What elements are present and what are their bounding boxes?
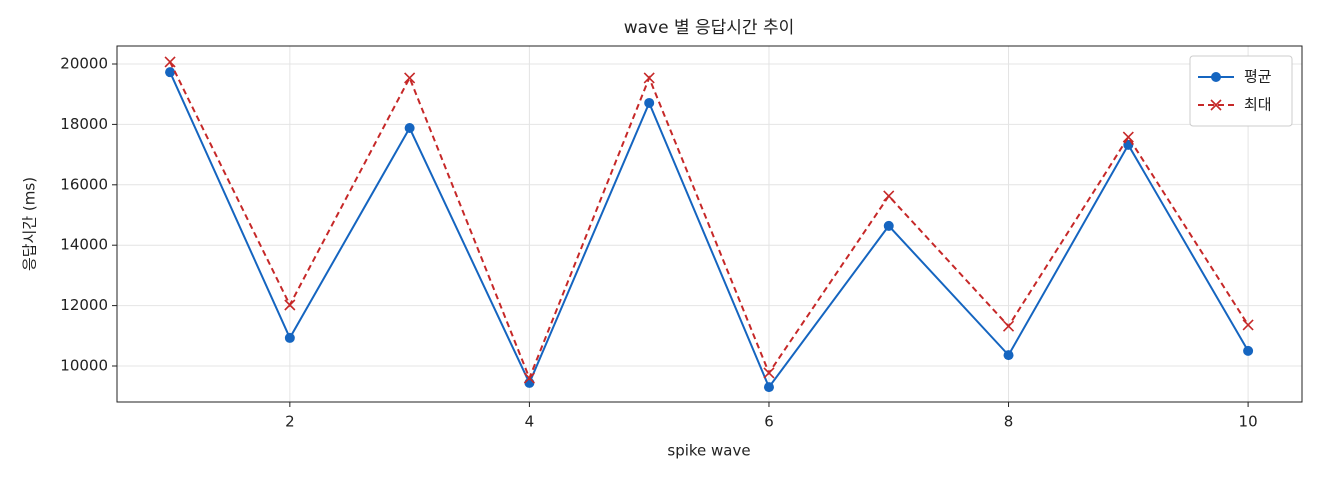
y-tick-label: 18000 — [60, 115, 108, 133]
y-tick-label: 20000 — [60, 54, 108, 72]
y-tick-label: 14000 — [60, 236, 108, 254]
legend-label: 최대 — [1244, 96, 1272, 114]
marker — [404, 72, 416, 84]
marker — [284, 299, 296, 311]
legend-marker — [1211, 72, 1221, 82]
marker — [1122, 131, 1134, 143]
marker — [763, 367, 775, 379]
marker — [883, 190, 895, 202]
y-tick-label: 10000 — [60, 357, 108, 375]
marker — [404, 123, 415, 134]
marker — [164, 56, 176, 68]
marker — [1003, 350, 1014, 361]
legend-label: 평균 — [1244, 68, 1272, 86]
y-tick-label: 12000 — [60, 296, 108, 314]
series-line — [169, 61, 1249, 381]
marker — [644, 97, 655, 108]
x-tick-label: 10 — [1239, 413, 1258, 431]
chart-title: wave 별 응답시간 추이 — [624, 18, 795, 38]
marker — [1002, 320, 1015, 332]
y-axis-label: 응답시간 (ms) — [21, 177, 39, 271]
x-tick-label: 4 — [525, 413, 535, 431]
plot-frame — [116, 45, 1303, 403]
marker — [1243, 345, 1254, 356]
marker — [165, 67, 176, 78]
marker — [643, 72, 655, 84]
marker — [523, 372, 535, 384]
marker — [883, 220, 894, 231]
x-tick-label: 2 — [285, 413, 295, 431]
x-tick-label: 8 — [1004, 413, 1014, 431]
x-tick-label: 6 — [764, 413, 774, 431]
marker — [1242, 319, 1254, 331]
marker — [284, 332, 295, 343]
legend-box — [1189, 55, 1293, 127]
series-line — [169, 71, 1249, 390]
y-tick-label: 16000 — [60, 175, 108, 193]
marker — [763, 382, 774, 393]
legend-marker — [1210, 99, 1222, 111]
x-axis-label: spike wave — [667, 442, 750, 460]
